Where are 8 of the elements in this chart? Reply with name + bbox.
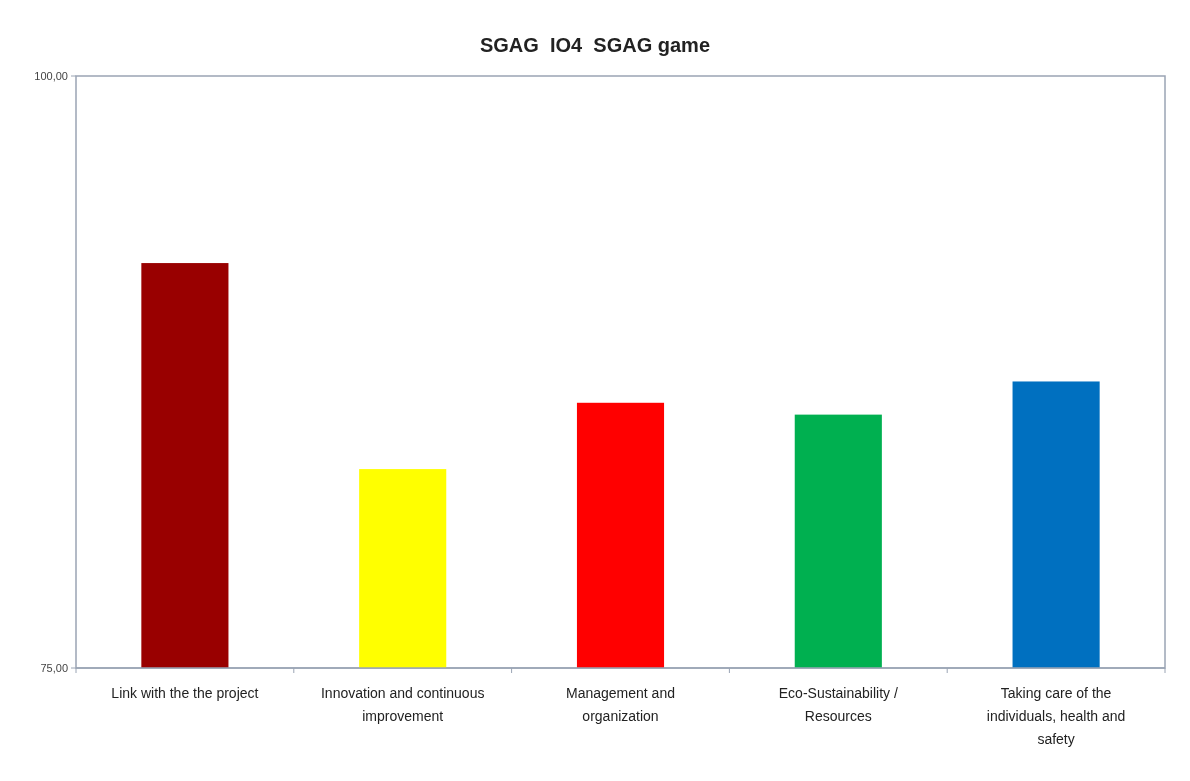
x-tick-label: Taking care of the individuals, health and safety xyxy=(986,685,1126,747)
x-tick-label: Innovation and continuous improvement xyxy=(320,685,485,724)
x-tick-label: Link with the the project xyxy=(111,685,259,701)
x-tick-label: Management and organization xyxy=(566,685,675,724)
y-tick-label: 75,00 xyxy=(40,661,68,674)
x-tick-label: Eco-Sustainability / Resources xyxy=(778,685,898,724)
chart-title: SGAG IO4 SGAG game xyxy=(479,34,711,56)
y-tick-label: 100,00 xyxy=(34,69,68,82)
